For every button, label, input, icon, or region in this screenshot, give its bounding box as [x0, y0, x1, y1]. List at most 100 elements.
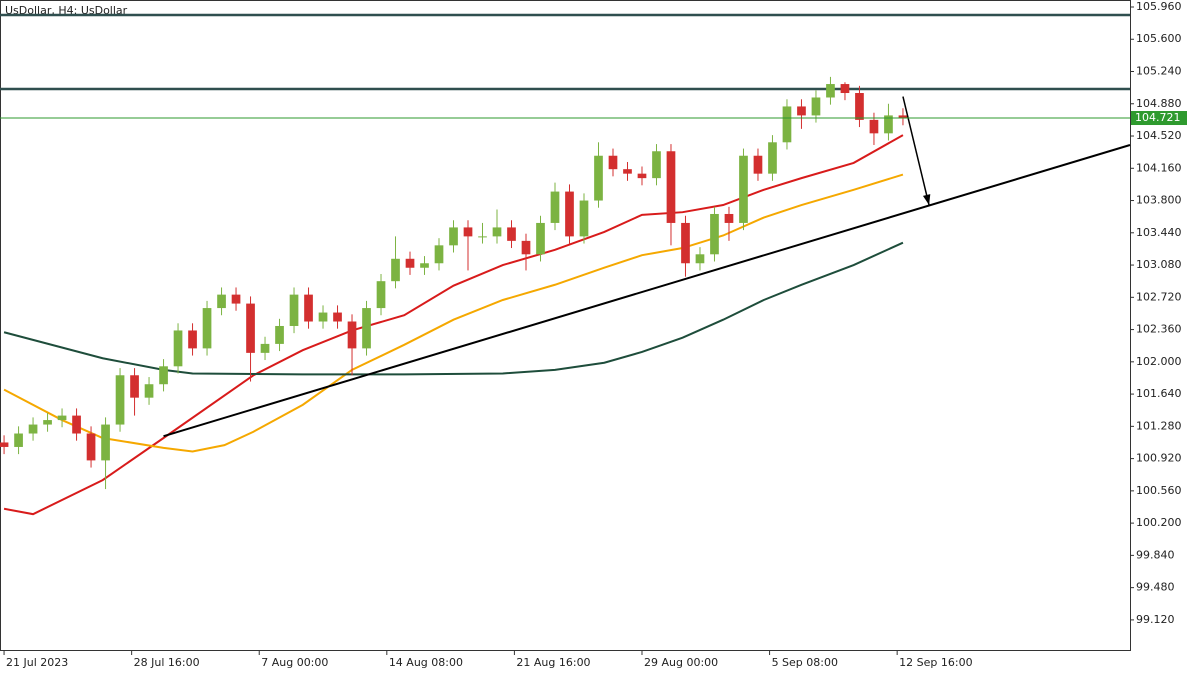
- candle-body: [405, 258, 415, 268]
- y-tick-label: 100.200: [1136, 516, 1182, 529]
- candle-body: [188, 330, 197, 349]
- y-tick-label: 99.840: [1136, 548, 1175, 561]
- candle-body: [43, 420, 52, 425]
- candle-body: [855, 93, 864, 120]
- x-tick-label: 7 Aug 00:00: [261, 656, 328, 669]
- candle-body: [463, 227, 473, 237]
- x-tick-label: 28 Jul 16:00: [134, 656, 200, 669]
- candle-body: [565, 191, 574, 237]
- candle-body: [753, 155, 763, 174]
- candle-body: [115, 375, 125, 425]
- x-tick-label: 21 Aug 16:00: [516, 656, 590, 669]
- y-tick-label: 105.600: [1136, 32, 1182, 45]
- y-tick-label: 104.160: [1136, 161, 1182, 174]
- candle-body: [478, 236, 487, 238]
- candle-body: [260, 343, 270, 353]
- candle-body: [202, 308, 212, 349]
- candle-body: [57, 415, 67, 421]
- candle-body: [826, 84, 835, 98]
- candle-body: [28, 424, 38, 434]
- current-price-box: [1131, 111, 1187, 126]
- x-tick-label: 29 Aug 00:00: [644, 656, 718, 669]
- candle-body: [159, 366, 168, 385]
- candle-body: [275, 325, 284, 344]
- y-tick-label: 102.720: [1136, 290, 1182, 303]
- candle-body: [550, 191, 560, 223]
- candle-body: [304, 294, 313, 322]
- y-tick-label: 99.480: [1136, 581, 1175, 594]
- candle-body: [231, 294, 241, 304]
- candle-body: [0, 442, 9, 447]
- candle-body: [72, 415, 81, 434]
- y-tick-label: 104.520: [1136, 129, 1182, 142]
- y-tick-label: 102.360: [1136, 323, 1182, 336]
- candle-body: [376, 281, 386, 309]
- y-tick-label: 100.920: [1136, 452, 1182, 465]
- x-tick-label: 21 Jul 2023: [6, 656, 68, 669]
- candle-body: [130, 375, 139, 398]
- candle-body: [391, 258, 400, 282]
- candle-body: [869, 119, 879, 134]
- y-tick-label: 103.440: [1136, 226, 1182, 239]
- y-tick-label: 104.880: [1136, 97, 1182, 110]
- candle-body: [652, 151, 661, 179]
- moving-average: [3, 173, 904, 453]
- candle-body: [579, 200, 589, 237]
- candle-body: [449, 227, 458, 246]
- candle-body: [811, 97, 821, 116]
- candle-body: [521, 240, 531, 255]
- candle-body: [420, 263, 429, 268]
- y-tick-label: 102.000: [1136, 355, 1182, 368]
- candle-body: [492, 227, 502, 237]
- y-tick-label: 101.640: [1136, 387, 1182, 400]
- candle-body: [637, 173, 647, 179]
- candle-body: [666, 151, 676, 223]
- candle-body: [695, 254, 705, 264]
- candle-body: [101, 424, 110, 461]
- candle-body: [739, 155, 748, 223]
- plot-frame: [0, 0, 1131, 651]
- candle-body: [884, 115, 893, 134]
- candle-body: [768, 142, 777, 174]
- candle-body: [217, 294, 226, 309]
- x-tick-label: 12 Sep 16:00: [899, 656, 972, 669]
- candle-body: [536, 222, 545, 255]
- candle-body: [608, 155, 618, 170]
- candle-body: [594, 155, 603, 201]
- y-tick-label: 99.120: [1136, 613, 1175, 626]
- candle-body: [840, 84, 850, 94]
- y-tick-label: 100.560: [1136, 484, 1182, 497]
- candle-body: [318, 312, 328, 322]
- candle-body: [362, 308, 371, 349]
- x-tick-label: 14 Aug 08:00: [389, 656, 463, 669]
- candle-body: [144, 384, 154, 398]
- y-tick-label: 103.800: [1136, 194, 1182, 207]
- candle-body: [434, 245, 444, 264]
- current-price-label: 104.721: [1135, 111, 1181, 124]
- trendline: [163, 144, 1131, 438]
- candle-body: [623, 169, 632, 174]
- moving-average: [3, 134, 904, 516]
- candle-body: [797, 106, 806, 116]
- candle-body: [333, 312, 342, 322]
- arrow-line: [902, 96, 930, 206]
- y-tick-label: 105.240: [1136, 65, 1182, 78]
- candle-body: [86, 433, 96, 461]
- candle-body: [246, 303, 255, 353]
- y-tick-label: 101.280: [1136, 419, 1182, 432]
- y-tick-label: 103.080: [1136, 258, 1182, 271]
- chart-title: UsDollar, H4: UsDollar: [5, 4, 128, 17]
- candle-body: [898, 115, 908, 119]
- candle-body: [681, 222, 690, 264]
- candle-body: [710, 213, 719, 255]
- candle-body: [347, 321, 357, 349]
- candle-body: [289, 294, 299, 326]
- candle-body: [173, 330, 183, 367]
- candle-body: [724, 213, 734, 223]
- x-tick-label: 5 Sep 08:00: [772, 656, 838, 669]
- arrow-head: [922, 194, 931, 206]
- candle-body: [14, 433, 23, 447]
- candle-body: [507, 227, 516, 241]
